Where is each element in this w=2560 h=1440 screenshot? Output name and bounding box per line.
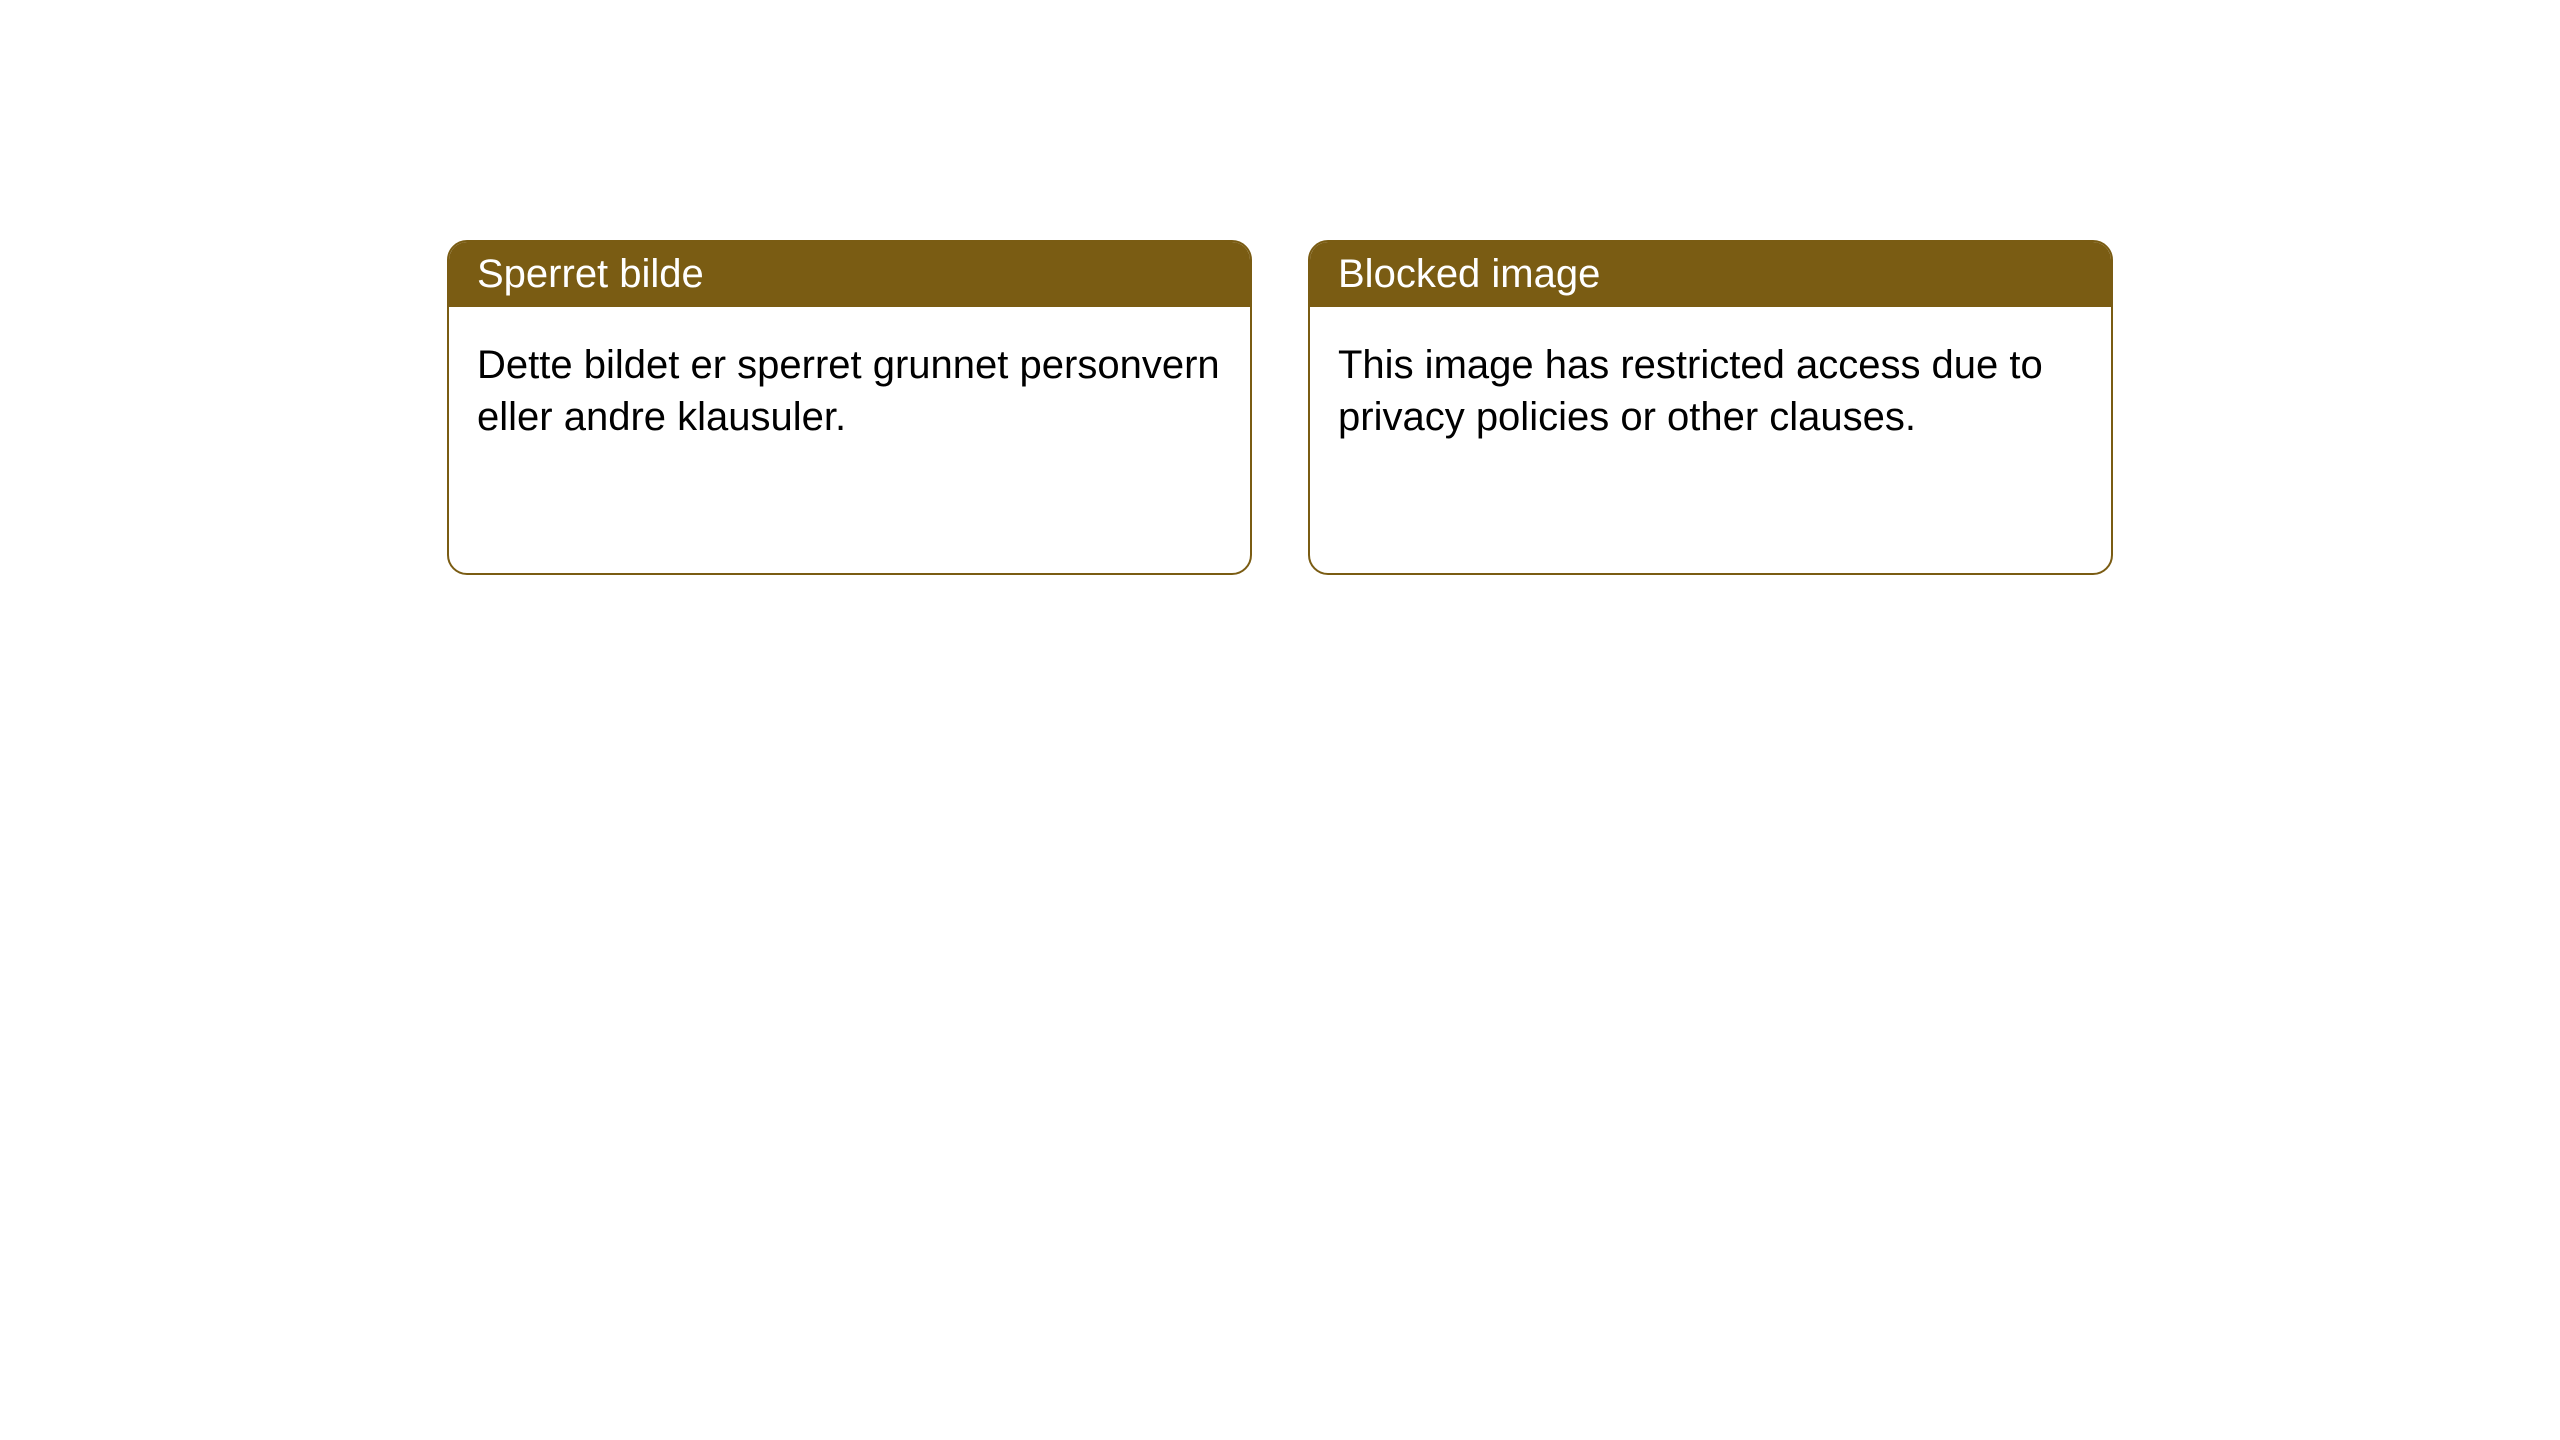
- card-body-english: This image has restricted access due to …: [1310, 307, 2111, 475]
- card-title-norwegian: Sperret bilde: [449, 242, 1250, 307]
- card-body-norwegian: Dette bildet er sperret grunnet personve…: [449, 307, 1250, 475]
- notice-container: Sperret bilde Dette bildet er sperret gr…: [0, 0, 2560, 575]
- blocked-image-card-english: Blocked image This image has restricted …: [1308, 240, 2113, 575]
- blocked-image-card-norwegian: Sperret bilde Dette bildet er sperret gr…: [447, 240, 1252, 575]
- card-title-english: Blocked image: [1310, 242, 2111, 307]
